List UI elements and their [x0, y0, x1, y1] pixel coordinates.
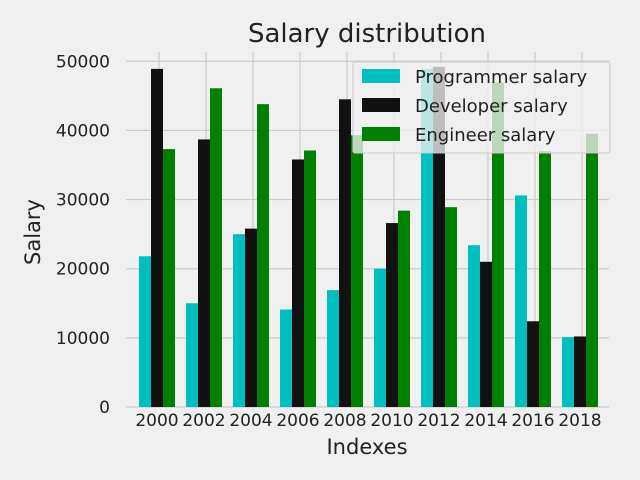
bar-engineer-salary: [304, 150, 316, 408]
x-tick-label: 2000: [135, 411, 178, 431]
y-axis-title: Salary: [21, 199, 45, 265]
x-axis-title: Indexes: [326, 435, 407, 459]
bar-programmer-salary: [468, 245, 480, 407]
bar-developer-salary: [339, 99, 351, 408]
bar-programmer-salary: [233, 234, 245, 407]
x-tick-label: 2010: [370, 411, 413, 431]
y-tick-label: 40000: [56, 121, 110, 141]
legend-box: [352, 61, 611, 154]
x-tick-label: 2006: [276, 411, 319, 431]
bar-programmer-salary: [139, 256, 151, 407]
x-tick-label: 2002: [182, 411, 225, 431]
y-tick-label: 30000: [56, 191, 110, 211]
bar-engineer-salary: [398, 210, 410, 407]
bar-developer-salary: [386, 223, 398, 407]
legend-swatch: [362, 98, 400, 112]
chart-title: Salary distribution: [248, 19, 486, 49]
legend-swatch: [362, 69, 400, 83]
y-tick-label: 0: [99, 398, 110, 418]
y-tick-label: 20000: [56, 260, 110, 280]
bar-engineer-salary: [257, 104, 269, 407]
x-tick-label: 2012: [417, 411, 460, 431]
x-tick-label: 2018: [558, 411, 601, 431]
legend-label: Programmer salary: [415, 67, 588, 88]
bar-engineer-salary: [351, 135, 363, 408]
bar-programmer-salary: [327, 290, 339, 407]
bar-engineer-salary: [163, 149, 175, 407]
bar-programmer-salary: [374, 268, 386, 407]
bar-developer-salary: [245, 228, 257, 407]
x-tick-label: 2016: [511, 411, 554, 431]
legend-label: Developer salary: [415, 96, 568, 117]
bar-programmer-salary: [186, 303, 198, 407]
x-axis-ticks: 2000 2002 2004 2006 2008 2010 2012 2014 2016 2018: [135, 411, 601, 431]
x-tick-label: 2014: [464, 411, 507, 431]
bar-developer-salary: [480, 261, 492, 407]
bar-engineer-salary: [539, 151, 551, 407]
bar-developer-salary: [527, 321, 539, 407]
bar-engineer-salary: [586, 133, 598, 407]
bar-developer-salary: [574, 336, 586, 407]
bar-programmer-salary: [515, 195, 527, 407]
bar-developer-salary: [198, 139, 210, 407]
bar-engineer-salary: [210, 88, 222, 407]
legend-label: Engineer salary: [415, 125, 556, 146]
legend-swatch: [362, 127, 400, 141]
y-axis-ticks: 0 10000 20000 30000 40000 50000: [56, 52, 110, 418]
legend: Programmer salary Developer salary Enginee…: [352, 61, 611, 154]
bars: [139, 66, 598, 408]
bar-engineer-salary: [445, 207, 457, 407]
bar-programmer-salary: [562, 337, 574, 407]
bar-developer-salary: [151, 68, 163, 408]
y-tick-label: 50000: [56, 52, 110, 72]
bar-developer-salary: [292, 159, 304, 407]
y-tick-label: 10000: [56, 329, 110, 349]
bar-engineer-salary: [492, 82, 504, 407]
x-tick-label: 2004: [229, 411, 272, 431]
x-tick-label: 2008: [323, 411, 366, 431]
bar-programmer-salary: [280, 309, 292, 407]
